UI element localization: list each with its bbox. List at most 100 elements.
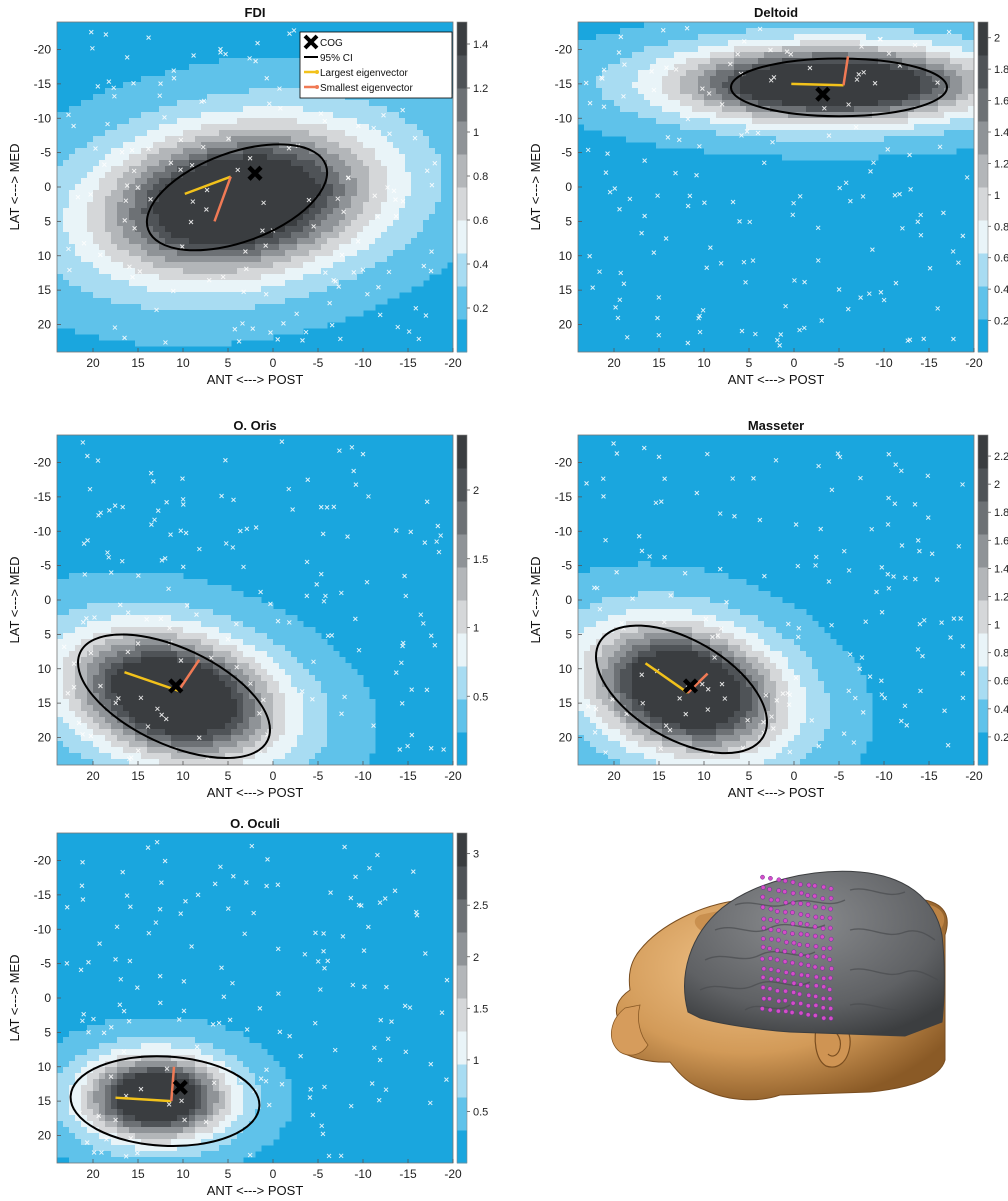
- heatmap-cell: [285, 268, 292, 275]
- heatmap-cell: [327, 238, 334, 245]
- ci-ellipse: [145, 143, 329, 252]
- heatmap-cell: [237, 627, 244, 634]
- heatmap-cell: [249, 316, 256, 323]
- heatmap-cell: [674, 40, 681, 47]
- heatmap-cell: [165, 609, 172, 616]
- heatmap-cell: [716, 76, 723, 83]
- heatmap-cell: [183, 94, 190, 101]
- heatmap-cell: [123, 214, 130, 221]
- heatmap-cell: [393, 148, 400, 155]
- heatmap-cell: [219, 94, 226, 101]
- heatmap-cell: [291, 286, 298, 293]
- heatmap-cell: [956, 112, 963, 119]
- heatmap-cell: [692, 88, 699, 95]
- heatmap-cell: [129, 597, 136, 604]
- sample-point: [859, 44, 864, 49]
- heatmap-cell: [141, 100, 148, 107]
- heatmap-cell: [147, 262, 154, 269]
- heatmap-cell: [189, 591, 196, 598]
- heatmap-cell: [147, 136, 154, 143]
- heatmap-cell: [153, 579, 160, 586]
- heatmap-cell: [231, 621, 238, 628]
- heatmap-cell: [183, 621, 190, 628]
- heatmap-cell: [447, 232, 453, 239]
- heatmap-cell: [159, 322, 166, 329]
- heatmap-cell: [267, 172, 274, 179]
- heatmap-cell: [423, 100, 430, 107]
- heatmap-cell: [273, 250, 280, 257]
- heatmap-cell: [968, 34, 974, 41]
- heatmap-cell: [435, 172, 442, 179]
- heatmap-cell: [411, 106, 418, 113]
- heatmap-cell: [63, 316, 70, 323]
- colorbar-segment: [978, 55, 988, 89]
- heatmap-cell: [405, 160, 412, 167]
- heatmap-cell: [63, 310, 70, 317]
- heatmap-cell: [716, 28, 723, 35]
- sample-point: [355, 123, 361, 129]
- heatmap-cell: [303, 226, 310, 233]
- heatmap-cell: [135, 160, 142, 167]
- heatmap-cell: [962, 118, 969, 125]
- heatmap-cell: [842, 142, 849, 149]
- heatmap-cell: [123, 82, 130, 89]
- heatmap-cell: [387, 172, 394, 179]
- heatmap-cell: [632, 118, 639, 125]
- heatmap-cell: [668, 136, 675, 143]
- heatmap-cell: [315, 142, 322, 149]
- heatmap-cell: [117, 286, 124, 293]
- heatmap-cell: [285, 184, 292, 191]
- heatmap-cell: [435, 154, 442, 161]
- heatmap-cell: [183, 142, 190, 149]
- heatmap-cell: [81, 154, 88, 161]
- colorbar-tick-label: 0.4: [994, 284, 1008, 296]
- heatmap-cell: [734, 34, 741, 41]
- heatmap-cell: [297, 621, 304, 628]
- heatmap-cell: [249, 100, 256, 107]
- heatmap-cell: [297, 298, 304, 305]
- heatmap-cell: [399, 130, 406, 137]
- heatmap-cell: [578, 118, 585, 125]
- heatmap-cell: [614, 106, 621, 113]
- heatmap-cell: [171, 615, 178, 622]
- heatmap-cell: [141, 280, 148, 287]
- heatmap-cell: [135, 591, 142, 598]
- heatmap-cell: [423, 184, 430, 191]
- heatmap-cell: [447, 184, 453, 191]
- heatmap-cell: [339, 106, 346, 113]
- heatmap-cell: [674, 22, 681, 29]
- heatmap-cell: [644, 88, 651, 95]
- heatmap-cell: [291, 172, 298, 179]
- heatmap-cell: [111, 202, 118, 209]
- heatmap-cell: [93, 304, 100, 311]
- heatmap-cell: [159, 178, 166, 185]
- heatmap-cell: [297, 160, 304, 167]
- heatmap-cell: [878, 88, 885, 95]
- sample-point: [697, 329, 703, 335]
- heatmap-cell: [375, 196, 382, 203]
- heatmap-cell: [171, 304, 178, 311]
- heatmap-cell: [135, 172, 142, 179]
- heatmap-cell: [255, 136, 262, 143]
- heatmap-cell: [824, 130, 831, 137]
- heatmap-cell: [770, 100, 777, 107]
- heatmap-cell: [237, 76, 244, 83]
- sample-point: [843, 180, 849, 186]
- sample-point: [71, 123, 76, 129]
- heatmap-cell: [381, 142, 388, 149]
- heatmap-cell: [99, 202, 106, 209]
- heatmap-cell: [177, 334, 184, 341]
- heatmap-cell: [243, 142, 250, 149]
- heatmap-cell: [171, 124, 178, 131]
- heatmap-cell: [788, 46, 795, 53]
- heatmap-cell: [644, 112, 651, 119]
- heatmap-cell: [243, 64, 250, 71]
- heatmap-cell: [213, 250, 220, 257]
- heatmap-cell: [165, 226, 172, 233]
- heatmap-cell: [393, 136, 400, 143]
- heatmap-cell: [195, 340, 202, 347]
- heatmap-cell: [423, 160, 430, 167]
- heatmap-cell: [417, 232, 424, 239]
- heatmap-cell: [201, 316, 208, 323]
- heatmap-cell: [429, 100, 436, 107]
